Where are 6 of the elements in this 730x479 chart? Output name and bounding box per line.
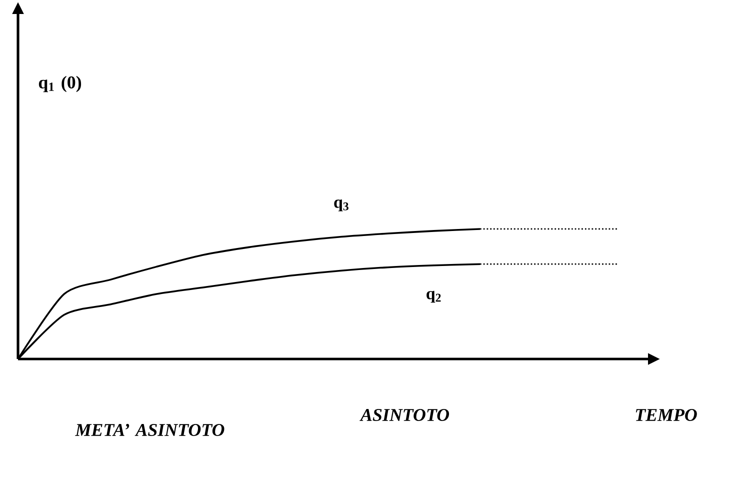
series-label: q$_{2}$ — [426, 290, 441, 303]
text: q$_{1}$ (0) — [38, 76, 82, 92]
text: META’ ASINTOTO — [75, 424, 224, 436]
series-label: q$_{3}$ — [334, 200, 348, 212]
text: TEMPO — [636, 408, 697, 422]
text: ASINTOTO — [360, 408, 450, 422]
